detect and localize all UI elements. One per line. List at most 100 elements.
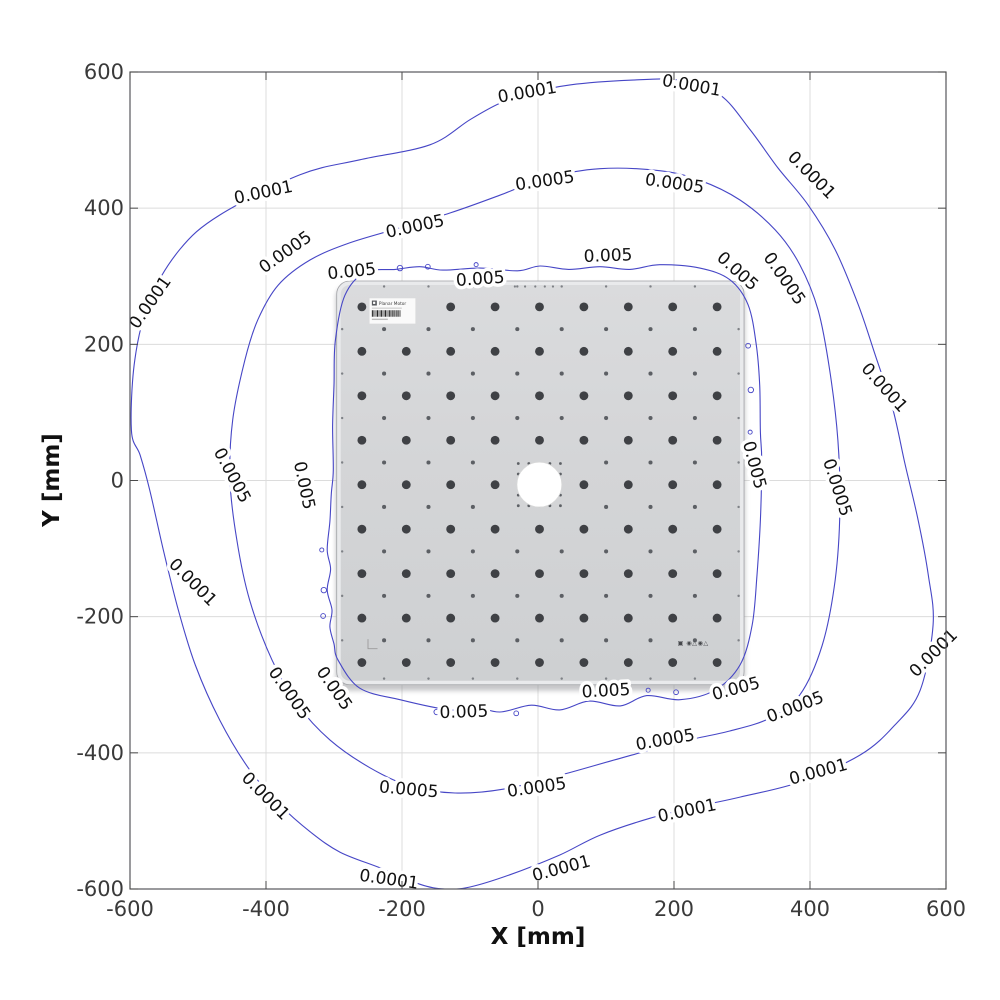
- ring-hole: [559, 504, 562, 508]
- mounting-hole: [357, 524, 367, 534]
- contour-label: 0.0001: [660, 71, 722, 101]
- mounting-hole: [490, 524, 500, 534]
- edge-hole: [516, 677, 519, 680]
- plate-photo: Planar Motor ▣ ◉△◉△: [335, 280, 746, 691]
- edge-hole: [693, 677, 697, 680]
- mounting-hole: [535, 613, 544, 623]
- pilot-hole: [559, 327, 564, 332]
- pilot-hole: [426, 593, 431, 598]
- edge-hole: [737, 416, 740, 420]
- mounting-hole: [668, 658, 678, 667]
- barcode: [375, 310, 377, 317]
- contour-label: 0.005: [583, 245, 632, 267]
- contour-label: 0.005: [439, 701, 488, 723]
- edge-hole: [560, 285, 563, 288]
- mounting-hole: [490, 480, 500, 490]
- pilot-hole: [382, 415, 387, 421]
- pilot-hole: [470, 504, 475, 509]
- mounting-hole: [668, 346, 678, 356]
- edge-hole: [737, 327, 740, 331]
- mounting-hole: [401, 391, 411, 401]
- contour-label: 0.0001: [783, 147, 839, 203]
- y-tick-label: 400: [84, 196, 124, 220]
- pilot-hole: [426, 460, 431, 465]
- mounting-hole: [490, 346, 500, 356]
- edge-hole: [382, 285, 386, 288]
- barcode: [382, 310, 384, 317]
- barcode: [397, 310, 398, 317]
- pilot-hole: [470, 593, 475, 598]
- edge-hole: [471, 285, 475, 288]
- contour-path: [229, 167, 841, 794]
- pilot-hole: [426, 327, 431, 332]
- contour-label: 0.0001: [496, 78, 558, 108]
- mounting-hole: [712, 524, 722, 534]
- edge-hole: [340, 505, 344, 509]
- pilot-hole: [648, 415, 653, 421]
- mounting-hole: [535, 391, 544, 401]
- mounting-hole: [623, 346, 633, 356]
- contour-label: 0.0005: [378, 777, 439, 802]
- mounting-hole: [357, 658, 367, 667]
- mounting-hole: [712, 391, 722, 401]
- edge-hole: [604, 285, 608, 288]
- mounting-hole: [712, 658, 722, 667]
- mounting-hole: [623, 524, 633, 534]
- mounting-hole: [668, 613, 678, 623]
- contour-label: 0.0005: [506, 774, 568, 802]
- contour-label: 0.0005: [764, 687, 827, 727]
- pilot-hole: [692, 371, 697, 376]
- barcode: [393, 310, 394, 317]
- mounting-hole: [712, 569, 722, 579]
- edge-hole: [516, 285, 519, 288]
- x-tick-label: 0: [531, 897, 544, 921]
- pilot-hole: [470, 371, 475, 376]
- label-small-print: [371, 307, 402, 309]
- pilot-hole: [604, 593, 609, 598]
- edge-hole: [471, 677, 475, 680]
- x-tick-label: 600: [926, 897, 966, 921]
- edge-hole: [551, 285, 555, 288]
- pilot-hole: [692, 549, 697, 554]
- pilot-hole: [604, 415, 609, 421]
- mounting-hole: [579, 346, 589, 356]
- barcode: [391, 310, 393, 317]
- mounting-hole: [668, 435, 678, 445]
- pilot-hole: [382, 549, 387, 554]
- ring-hole: [559, 462, 562, 465]
- pilot-hole: [470, 415, 475, 421]
- mounting-hole: [712, 613, 722, 623]
- mounting-hole: [357, 346, 367, 356]
- edge-hole: [737, 505, 740, 509]
- barcode: [399, 310, 401, 317]
- contour-loop-artifact: [513, 710, 520, 717]
- edge-hole: [534, 285, 537, 288]
- mounting-hole: [668, 391, 678, 401]
- edge-hole: [543, 285, 546, 288]
- x-axis-title: X [mm]: [491, 924, 586, 950]
- edge-hole: [340, 416, 344, 420]
- y-tick-label: -600: [76, 877, 124, 901]
- contour-label: 0.0005: [384, 211, 446, 243]
- pilot-hole: [426, 415, 431, 421]
- contour-loop-artifact: [320, 613, 326, 619]
- edge-hole: [737, 372, 740, 375]
- x-tick-label: 200: [654, 897, 694, 921]
- mounting-hole: [446, 569, 456, 579]
- edge-hole: [649, 285, 652, 288]
- pilot-hole: [648, 371, 653, 376]
- pilot-hole: [426, 638, 431, 643]
- mounting-hole: [712, 435, 722, 445]
- pilot-hole: [648, 593, 653, 598]
- barcode: [398, 310, 399, 317]
- barcode: [394, 310, 396, 317]
- edge-hole: [523, 285, 527, 288]
- contour-label: 0.0005: [634, 725, 696, 755]
- axis-ticks: [129, 71, 947, 890]
- corner-mark: [367, 639, 378, 650]
- mounting-hole: [401, 435, 411, 445]
- mounting-hole: [712, 480, 722, 490]
- barcode: [371, 310, 373, 317]
- contour-label: 0.0001: [125, 273, 176, 333]
